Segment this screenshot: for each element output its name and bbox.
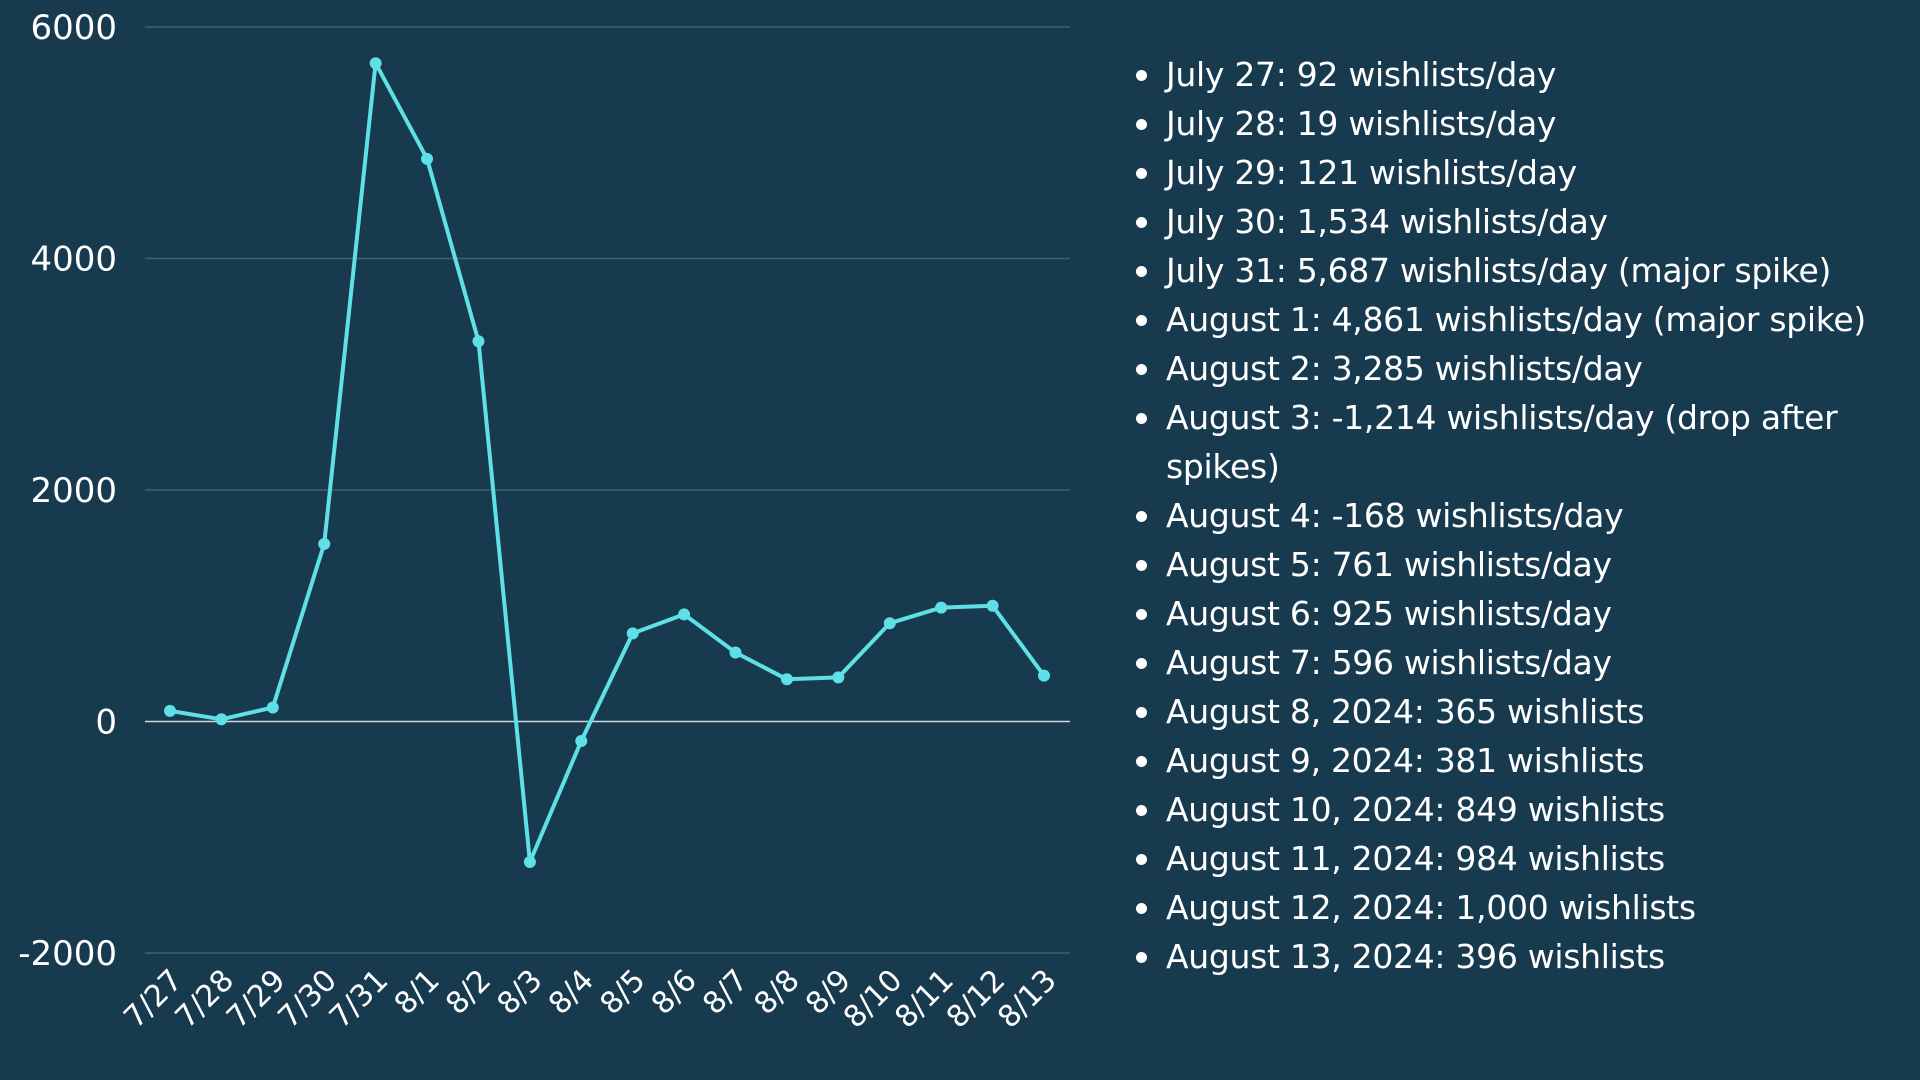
x-tick-label: 8/13 [991, 963, 1063, 1035]
data-point [780, 673, 793, 686]
x-tick-label: 8/3 [491, 963, 550, 1022]
chart-gridlines [145, 26, 1070, 954]
note-item: July 31: 5,687 wishlists/day (major spik… [1130, 246, 1910, 295]
data-point [164, 704, 176, 717]
x-tick-label: 8/4 [542, 963, 601, 1022]
note-item: August 13, 2024: 396 wishlists [1130, 932, 1910, 981]
note-item: July 30: 1,534 wishlists/day [1130, 197, 1910, 246]
note-item: August 7: 596 wishlists/day [1130, 638, 1910, 687]
y-tick-label: 0 [95, 703, 117, 743]
x-tick-label: 7/31 [323, 963, 395, 1035]
note-item: July 27: 92 wishlists/day [1130, 50, 1910, 99]
data-point [318, 537, 331, 550]
note-item: August 3: -1,214 wishlists/day (drop aft… [1130, 393, 1910, 491]
line-chart: 6000 4000 2000 0 -2000 7/277/287/297/307/318… [18, 8, 1070, 1035]
data-point [575, 734, 588, 747]
note-item: August 11, 2024: 984 wishlists [1130, 834, 1910, 883]
data-point [986, 599, 999, 612]
note-item: August 5: 761 wishlists/day [1130, 540, 1910, 589]
x-tick-label: 8/7 [696, 963, 755, 1022]
note-item: August 6: 925 wishlists/day [1130, 589, 1910, 638]
x-tick-label: 8/8 [748, 963, 807, 1022]
data-point [626, 627, 639, 640]
x-axis-tick-labels: 7/277/287/297/307/318/18/28/38/48/58/68/… [117, 963, 1063, 1035]
data-point [832, 671, 845, 684]
y-tick-label: -2000 [18, 934, 117, 974]
daily-wishlist-notes: July 27: 92 wishlists/day July 28: 19 wis… [1130, 50, 1910, 981]
y-tick-label: 4000 [30, 240, 117, 280]
note-item: August 1: 4,861 wishlists/day (major spi… [1130, 295, 1910, 344]
data-point [678, 608, 691, 621]
data-point [883, 617, 896, 630]
note-item: August 9, 2024: 381 wishlists [1130, 736, 1910, 785]
data-point [369, 57, 382, 70]
note-item: August 4: -168 wishlists/day [1130, 491, 1910, 540]
note-item: August 8, 2024: 365 wishlists [1130, 687, 1910, 736]
note-item: August 2: 3,285 wishlists/day [1130, 344, 1910, 393]
data-point [421, 152, 434, 165]
y-tick-label: 6000 [30, 8, 117, 48]
y-axis-tick-labels: 6000 4000 2000 0 -2000 [18, 8, 117, 974]
note-item: July 28: 19 wishlists/day [1130, 99, 1910, 148]
series-line [168, 61, 1046, 864]
data-point [523, 856, 536, 869]
note-item: August 12, 2024: 1,000 wishlists [1130, 883, 1910, 932]
data-point [215, 713, 228, 726]
note-item: August 10, 2024: 849 wishlists [1130, 785, 1910, 834]
data-point [266, 701, 279, 714]
data-point [1038, 669, 1050, 682]
x-tick-label: 8/6 [645, 963, 704, 1022]
x-tick-label: 8/2 [439, 963, 498, 1022]
data-point [729, 646, 742, 659]
y-tick-label: 2000 [30, 471, 117, 511]
x-tick-label: 8/1 [388, 963, 447, 1022]
data-point [472, 335, 485, 348]
x-tick-label: 8/5 [593, 963, 652, 1022]
data-point [935, 601, 948, 614]
wishlists-series [164, 57, 1050, 869]
note-item: July 29: 121 wishlists/day [1130, 148, 1910, 197]
